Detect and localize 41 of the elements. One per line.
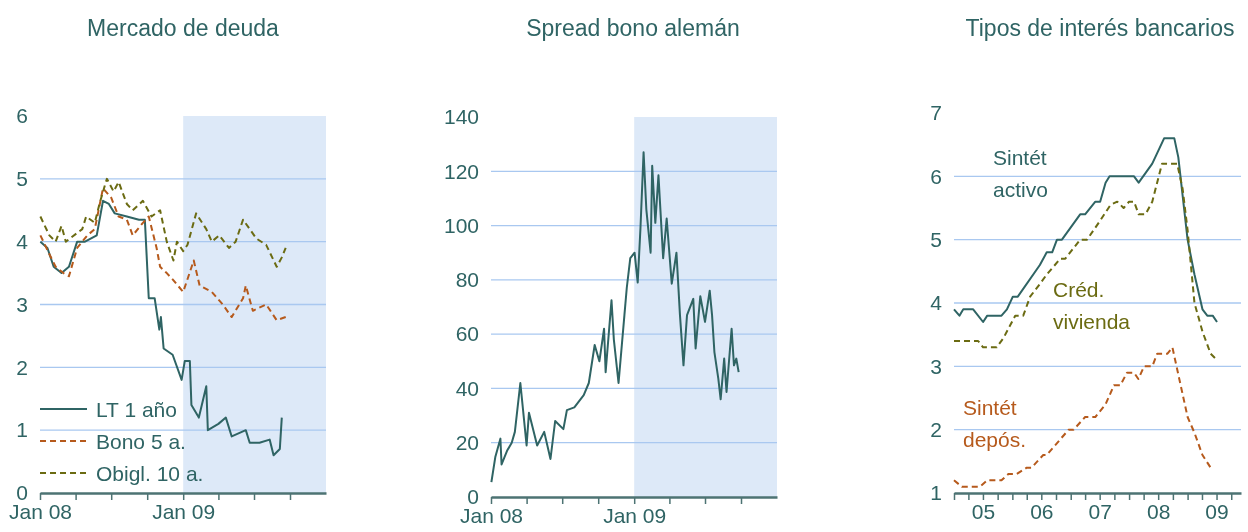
y-tick-label: 140 [443,105,479,129]
line-series [39,199,283,457]
y-tick-label: 3 [930,354,942,378]
x-tick-label: 09 [1205,499,1229,523]
y-tick-label: 80 [455,268,479,292]
y-tick-label: 4 [16,229,29,253]
y-tick-label: 20 [455,430,479,454]
series-label: Sintét depós. [963,396,1027,451]
line-series [39,187,287,322]
series-label: Sintét activo [993,146,1048,201]
legend-label: LT 1 año [96,398,177,421]
line-series [490,151,740,484]
x-tick-label: 05 [971,499,996,523]
x-tick-label: 08 [1147,499,1171,523]
series-label: Créd. vivienda [1053,278,1131,333]
y-tick-label: 4 [930,291,943,315]
legend-label: Bono 5 a. [96,430,186,453]
y-tick-label: 40 [455,376,479,400]
y-tick-label: 6 [930,164,942,188]
y-tick-label: 6 [16,104,28,128]
x-tick-label: 06 [1030,499,1054,523]
x-tick-label: Jan 09 [603,503,667,527]
y-tick-label: 7 [930,101,942,125]
chart-title: Spread bono alemán [526,15,740,41]
y-tick-label: 5 [16,167,28,191]
y-tick-label: 1 [16,418,28,442]
legend-label: Obigl. 10 a. [96,462,204,485]
y-tick-label: 60 [455,322,479,346]
y-tick-label: 2 [930,417,942,441]
x-tick-label: 07 [1088,499,1112,523]
y-tick-label: 1 [930,481,942,505]
line-series [953,346,1212,488]
x-tick-label: Jan 09 [152,499,216,523]
y-tick-label: 2 [16,355,28,379]
line-series [39,177,287,268]
y-tick-label: 100 [443,213,479,237]
y-tick-label: 120 [443,159,479,183]
y-tick-label: 5 [930,227,942,251]
chart-title: Tipos de interés bancarios [965,15,1235,41]
y-tick-label: 3 [16,292,28,316]
chart-title: Mercado de deuda [87,15,280,41]
